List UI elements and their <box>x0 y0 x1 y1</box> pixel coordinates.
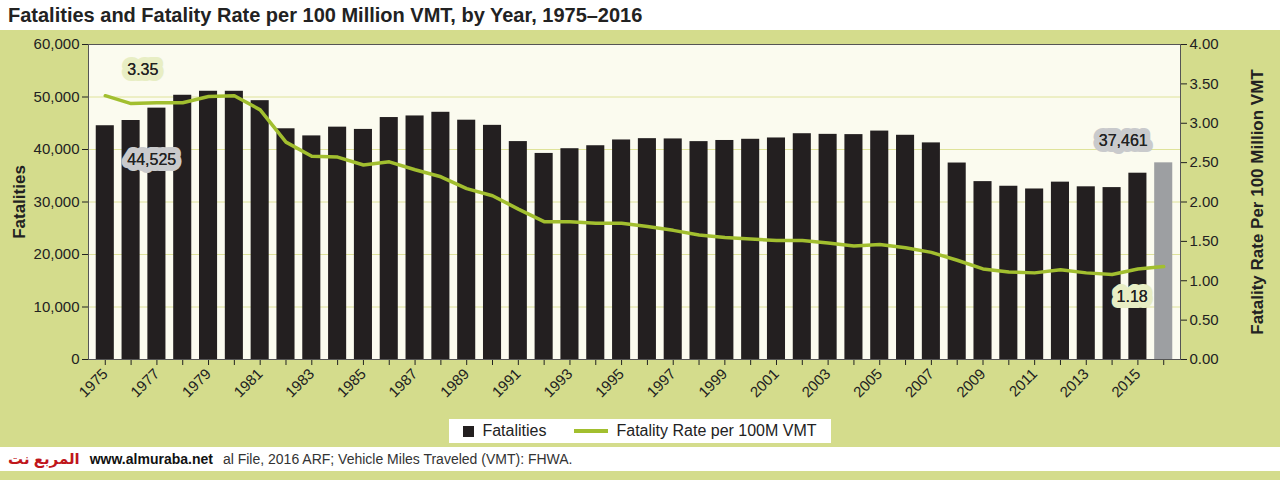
svg-text:2.00: 2.00 <box>1190 193 1219 210</box>
svg-text:1985: 1985 <box>333 365 369 401</box>
svg-text:1981: 1981 <box>230 365 266 401</box>
svg-text:1989: 1989 <box>437 365 473 401</box>
svg-text:1.00: 1.00 <box>1190 272 1219 289</box>
svg-text:37,461: 37,461 <box>1099 132 1148 149</box>
html-text:Fatality Rate per 100M VMT: Fatality Rate per 100M VMT <box>616 422 817 439</box>
html-text:al File, 2016 ARF; Vehicle Mil: al File, 2016 ARF; Vehicle Miles Travele… <box>222 451 573 467</box>
svg-text:40,000: 40,000 <box>34 140 80 157</box>
svg-text:1983: 1983 <box>282 365 318 401</box>
svg-text:0: 0 <box>71 350 79 367</box>
svg-text:3.35: 3.35 <box>127 61 158 78</box>
svg-text:60,000: 60,000 <box>34 35 80 52</box>
svg-text:0.00: 0.00 <box>1190 350 1219 367</box>
svg-text:20,000: 20,000 <box>34 245 80 262</box>
svg-text:1995: 1995 <box>591 365 627 401</box>
svg-text:2.50: 2.50 <box>1190 153 1219 170</box>
svg-text:4.00: 4.00 <box>1190 35 1219 52</box>
svg-text:3.50: 3.50 <box>1190 75 1219 92</box>
svg-text:30,000: 30,000 <box>34 193 80 210</box>
svg-text:Fatality Rate Per 100 Million: Fatality Rate Per 100 Million VMT <box>1248 69 1267 335</box>
html-text:Fatalities and Fatality Rate p: Fatalities and Fatality Rate per 100 Mil… <box>8 4 643 26</box>
svg-text:1.50: 1.50 <box>1190 232 1219 249</box>
html-text:المربع نت: المربع نت <box>8 450 80 467</box>
svg-text:2013: 2013 <box>1056 365 1092 401</box>
html-text:Fatalities: Fatalities <box>482 422 547 439</box>
svg-text:1.18: 1.18 <box>1117 288 1148 305</box>
svg-text:0.50: 0.50 <box>1190 311 1219 328</box>
svg-text:1987: 1987 <box>385 365 421 401</box>
svg-text:10,000: 10,000 <box>34 298 80 315</box>
html-text:www.almuraba.net: www.almuraba.net <box>89 451 213 467</box>
svg-text:2001: 2001 <box>746 365 782 401</box>
svg-text:2015: 2015 <box>1108 365 1144 401</box>
svg-text:44,525: 44,525 <box>127 151 176 168</box>
svg-text:44,525: 44,525 <box>127 151 176 168</box>
svg-text:1977: 1977 <box>127 365 163 401</box>
svg-text:Fatalities: Fatalities <box>10 165 29 239</box>
svg-text:1997: 1997 <box>643 365 679 401</box>
svg-text:1.18: 1.18 <box>1117 288 1148 305</box>
svg-text:1993: 1993 <box>540 365 576 401</box>
svg-text:2009: 2009 <box>953 365 989 401</box>
svg-text:37,461: 37,461 <box>1099 132 1148 149</box>
svg-text:50,000: 50,000 <box>34 88 80 105</box>
svg-text:1991: 1991 <box>488 365 524 401</box>
svg-text:2003: 2003 <box>798 365 834 401</box>
svg-text:1975: 1975 <box>75 365 111 401</box>
svg-text:2011: 2011 <box>1005 365 1040 400</box>
svg-text:1979: 1979 <box>178 365 214 401</box>
svg-text:3.00: 3.00 <box>1190 114 1219 131</box>
svg-text:3.35: 3.35 <box>127 61 158 78</box>
svg-text:2007: 2007 <box>901 365 937 401</box>
svg-text:1999: 1999 <box>695 365 731 401</box>
svg-text:2005: 2005 <box>850 365 886 401</box>
